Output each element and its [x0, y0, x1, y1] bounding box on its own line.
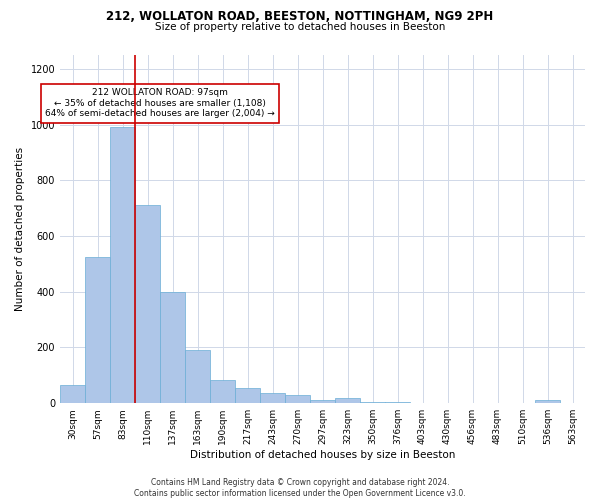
Bar: [135, 206, 160, 403]
Text: Contains HM Land Registry data © Crown copyright and database right 2024.
Contai: Contains HM Land Registry data © Crown c…: [134, 478, 466, 498]
Text: 212 WOLLATON ROAD: 97sqm
← 35% of detached houses are smaller (1,108)
64% of sem: 212 WOLLATON ROAD: 97sqm ← 35% of detach…: [45, 88, 275, 118]
Bar: [460, 402, 485, 403]
Bar: [85, 257, 110, 403]
Bar: [335, 398, 360, 403]
Text: 212, WOLLATON ROAD, BEESTON, NOTTINGHAM, NG9 2PH: 212, WOLLATON ROAD, BEESTON, NOTTINGHAM,…: [106, 10, 494, 23]
Bar: [160, 292, 185, 403]
Bar: [260, 392, 285, 403]
Y-axis label: Number of detached properties: Number of detached properties: [15, 147, 25, 311]
Bar: [60, 385, 85, 403]
X-axis label: Distribution of detached houses by size in Beeston: Distribution of detached houses by size …: [190, 450, 455, 460]
Bar: [210, 380, 235, 403]
Bar: [385, 402, 410, 403]
Bar: [185, 350, 210, 403]
Bar: [410, 402, 435, 403]
Bar: [110, 128, 135, 403]
Bar: [535, 400, 560, 403]
Bar: [285, 396, 310, 403]
Bar: [310, 400, 335, 403]
Bar: [435, 402, 460, 403]
Text: Size of property relative to detached houses in Beeston: Size of property relative to detached ho…: [155, 22, 445, 32]
Bar: [235, 388, 260, 403]
Bar: [360, 402, 385, 403]
